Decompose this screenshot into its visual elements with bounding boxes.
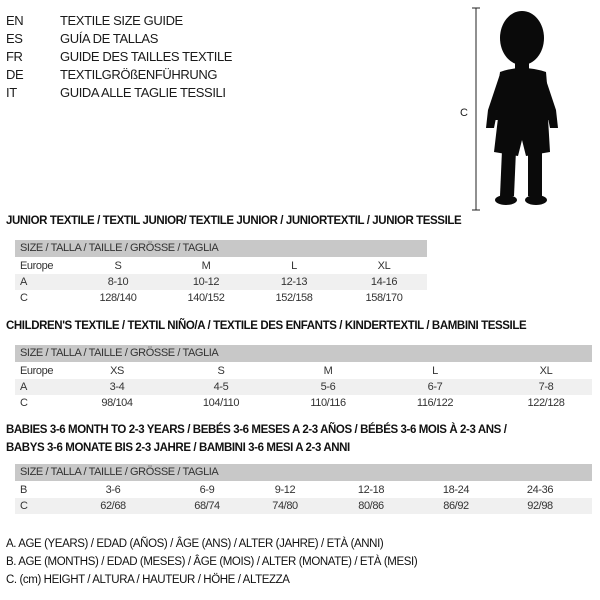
cell: 7-8 — [538, 381, 554, 393]
cell: 140/152 — [187, 292, 225, 304]
cell: L — [291, 260, 297, 272]
cell: 104/110 — [202, 397, 240, 409]
cell: 6-9 — [199, 484, 215, 496]
legend-item: C. (cm) HEIGHT / ALTURA / HAUTEUR / HÖHE… — [6, 574, 290, 586]
cell: M — [201, 260, 211, 272]
cell: 9-12 — [274, 484, 296, 496]
table-row: Europe XS S M L XL — [15, 363, 592, 379]
cell: 24-36 — [526, 484, 554, 496]
lang-code: DE — [6, 67, 24, 82]
children-title: CHILDREN'S TEXTILE / TEXTIL NIÑO/A / TEX… — [6, 320, 527, 332]
cell: 62/68 — [100, 500, 126, 512]
table-row: A 3-4 4-5 5-6 6-7 7-8 — [15, 379, 592, 395]
row-label: A — [20, 381, 27, 393]
cell: S — [217, 365, 225, 377]
lang-title: GUÍA DE TALLAS — [60, 31, 158, 46]
child-silhouette-icon — [486, 11, 558, 205]
babies-size-table: SIZE / TALLA / TAILLE / GRÖSSE / TAGLIA … — [15, 464, 592, 514]
cell: XS — [110, 365, 124, 377]
table-row: A 8-10 10-12 12-13 14-16 — [15, 274, 427, 290]
lang-code: EN — [6, 13, 24, 28]
cell: 92/98 — [527, 500, 553, 512]
lang-title: TEXTILE SIZE GUIDE — [60, 13, 183, 28]
children-size-table: SIZE / TALLA / TAILLE / GRÖSSE / TAGLIA … — [15, 345, 592, 411]
cell: L — [432, 365, 438, 377]
lang-title: GUIDE DES TAILLES TEXTILE — [60, 49, 233, 64]
cell: 152/158 — [275, 292, 313, 304]
row-label: C — [20, 500, 28, 512]
babies-title-line1: BABIES 3-6 MONTH TO 2-3 YEARS / BEBÉS 3-… — [6, 424, 507, 436]
cell: 68/74 — [194, 500, 220, 512]
row-label: Europe — [20, 260, 54, 272]
cell: M — [323, 365, 333, 377]
cell: 3-6 — [105, 484, 121, 496]
cell: 5-6 — [320, 381, 336, 393]
cell: 8-10 — [107, 276, 129, 288]
height-measure-label: C — [460, 107, 468, 119]
lang-code: IT — [6, 85, 17, 100]
cell: 122/128 — [527, 397, 565, 409]
child-silhouette-figure — [472, 7, 558, 211]
junior-size-table: SIZE / TALLA / TAILLE / GRÖSSE / TAGLIA … — [15, 240, 427, 306]
cell: 128/140 — [99, 292, 137, 304]
junior-title: JUNIOR TEXTILE / TEXTIL JUNIOR/ TEXTILE … — [6, 215, 462, 227]
lang-code: FR — [6, 49, 23, 64]
row-label: C — [20, 292, 28, 304]
lang-title: GUIDA ALLE TAGLIE TESSILI — [60, 85, 226, 100]
cell: 10-12 — [192, 276, 220, 288]
row-label: Europe — [20, 365, 54, 377]
cell: 14-16 — [370, 276, 398, 288]
table-header: SIZE / TALLA / TAILLE / GRÖSSE / TAGLIA — [15, 464, 592, 481]
table-row: Europe S M L XL — [15, 258, 427, 274]
table-row: C 98/104 104/110 110/116 116/122 122/128 — [15, 395, 592, 411]
table-row: C 62/68 68/74 74/80 80/86 86/92 92/98 — [15, 498, 592, 514]
cell: 116/122 — [416, 397, 454, 409]
table-header: SIZE / TALLA / TAILLE / GRÖSSE / TAGLIA — [15, 240, 427, 257]
cell: 12-18 — [357, 484, 385, 496]
row-label: C — [20, 397, 28, 409]
cell: XL — [377, 260, 391, 272]
legend-item: B. AGE (MONTHS) / EDAD (MESES) / ÂGE (MO… — [6, 556, 418, 568]
cell: 74/80 — [272, 500, 298, 512]
row-label: B — [20, 484, 27, 496]
cell: 110/116 — [310, 397, 346, 409]
table-row: B 3-6 6-9 9-12 12-18 18-24 24-36 — [15, 482, 592, 498]
cell: XL — [539, 365, 553, 377]
legend-item: A. AGE (YEARS) / EDAD (AÑOS) / ÂGE (ANS)… — [6, 538, 384, 550]
cell: 158/170 — [365, 292, 403, 304]
cell: S — [114, 260, 122, 272]
cell: 98/104 — [101, 397, 133, 409]
cell: 3-4 — [109, 381, 125, 393]
cell: 6-7 — [427, 381, 443, 393]
lang-code: ES — [6, 31, 23, 46]
babies-title-line2: BABYS 3-6 MONATE BIS 2-3 JAHRE / BAMBINI… — [6, 442, 350, 454]
cell: 18-24 — [442, 484, 470, 496]
row-label: A — [20, 276, 27, 288]
table-row: C 128/140 140/152 152/158 158/170 — [15, 290, 427, 306]
cell: 80/86 — [358, 500, 384, 512]
table-header: SIZE / TALLA / TAILLE / GRÖSSE / TAGLIA — [15, 345, 592, 362]
cell: 86/92 — [443, 500, 469, 512]
cell: 4-5 — [213, 381, 229, 393]
cell: 12-13 — [280, 276, 308, 288]
lang-title: TEXTILGRÖßENFÜHRUNG — [60, 67, 218, 82]
